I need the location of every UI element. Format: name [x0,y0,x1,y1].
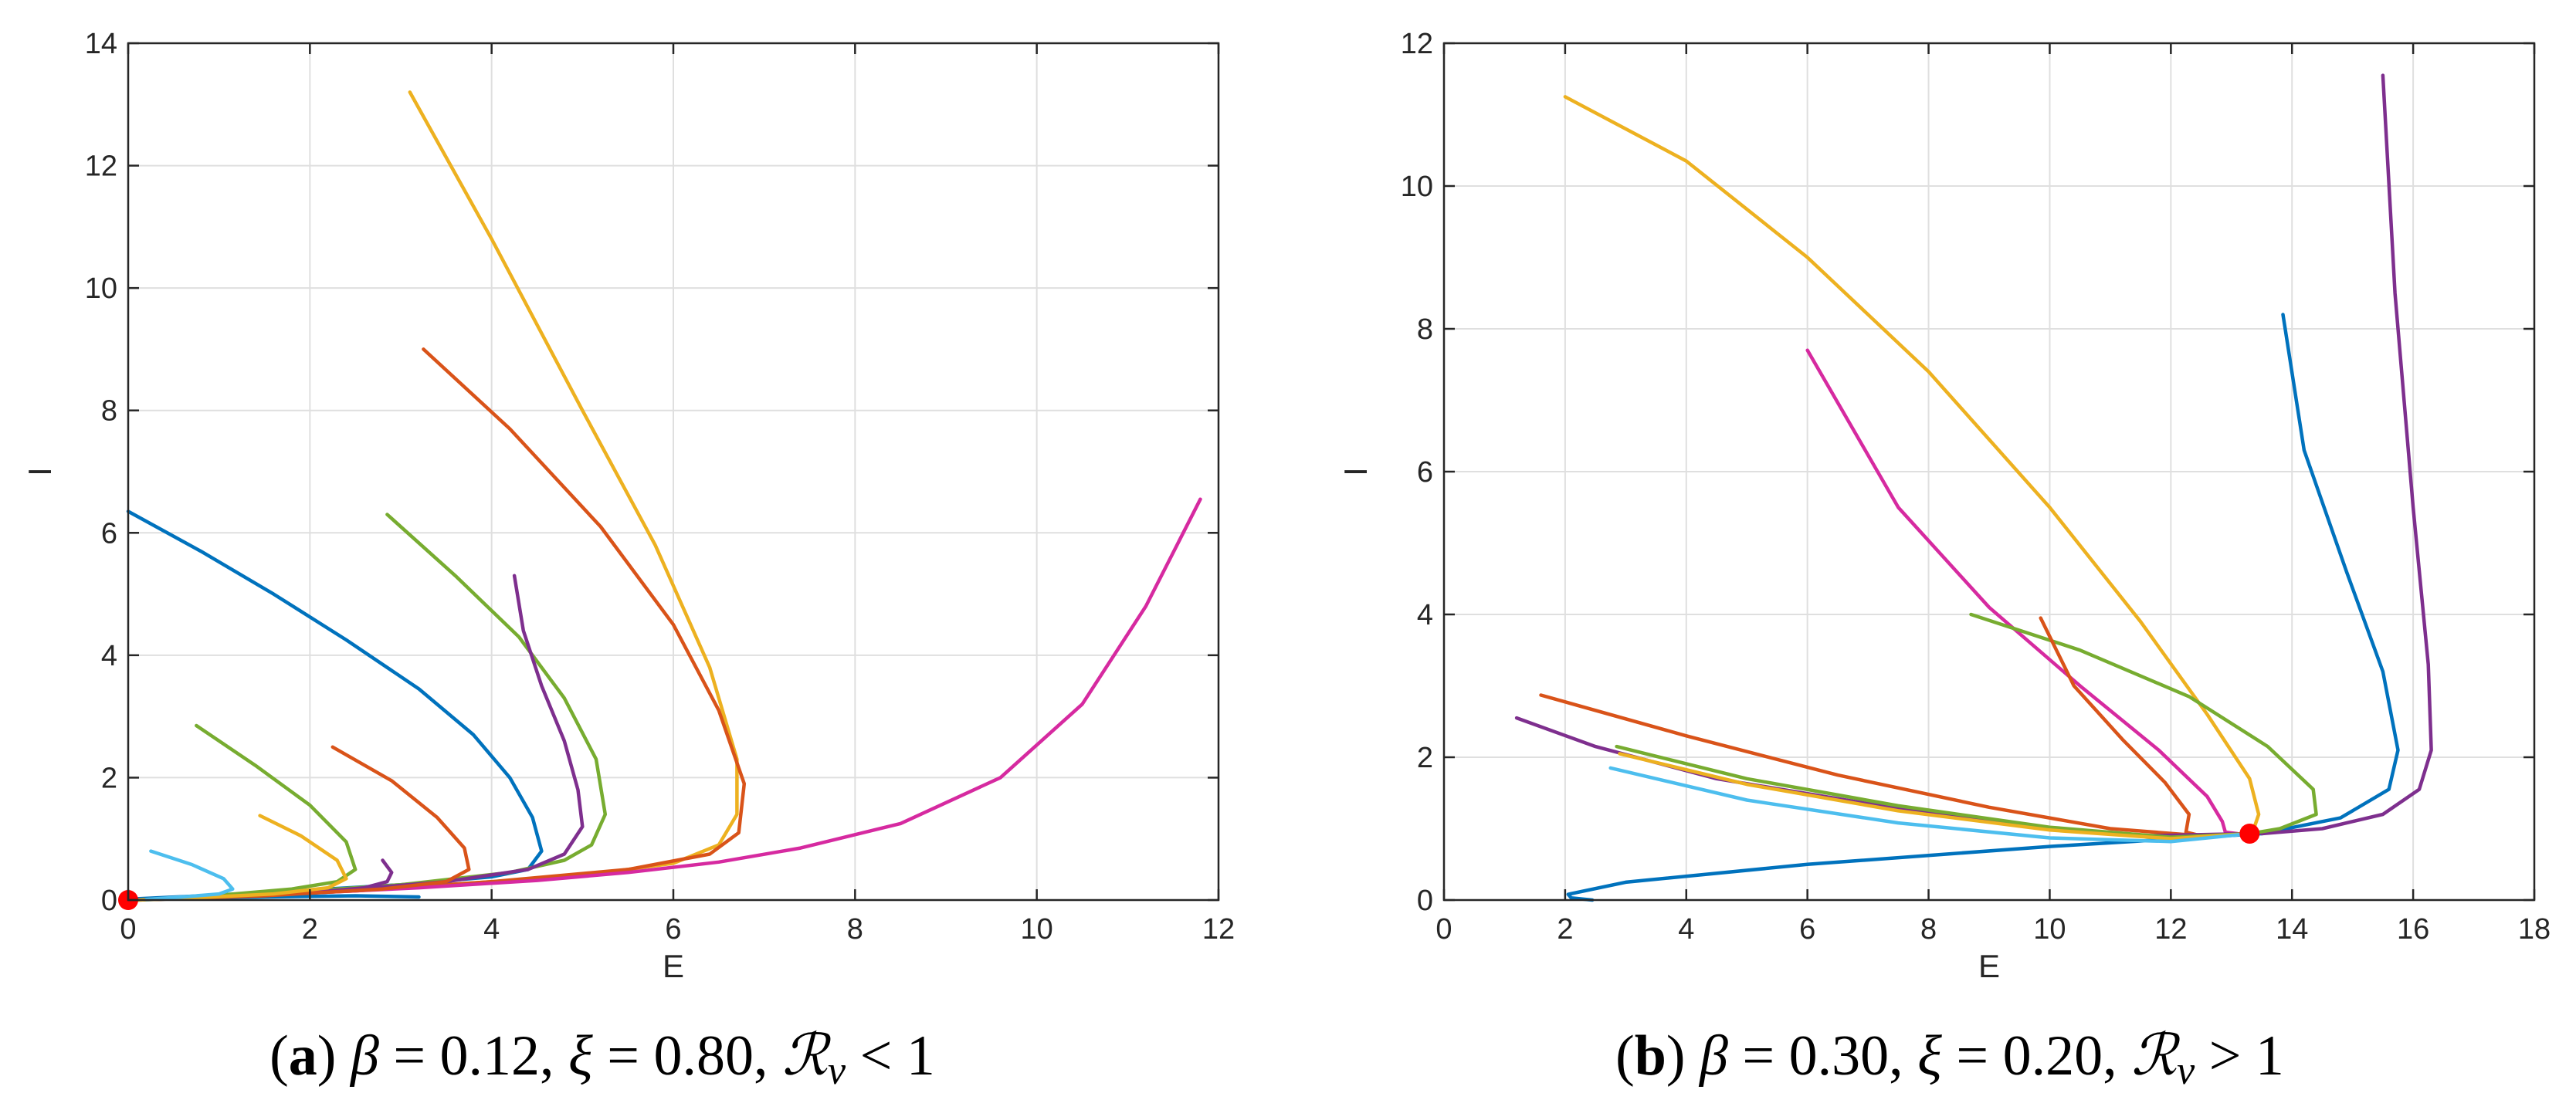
caption-b-r-sub: v [2177,1049,2195,1093]
x-tick-label-a-3: 6 [665,913,681,946]
caption-a-sep1: , [540,1024,568,1088]
y-tick-label-a-5: 10 [85,272,117,305]
series-line-b-1 [1563,95,2261,834]
caption-b-beta-symbol: β [1698,1024,1728,1088]
y-tick-label-a-0: 0 [101,885,117,917]
x-tick-label-b-3: 6 [1799,913,1815,946]
caption-b-beta-value: 0.30 [1789,1024,1890,1088]
y-tick-label-b-0: 0 [1417,885,1433,917]
caption-b-eq2: = [1942,1024,2003,1088]
caption-b-r-symbol: ℛ [2131,1024,2181,1088]
caption-a-sep2: , [754,1024,782,1088]
caption-b-space [2195,1024,2209,1088]
caption-a-eq1: = [379,1024,440,1088]
caption-a-r-sub: v [828,1049,846,1093]
x-tick-label-b-8: 16 [2397,913,2429,946]
caption-b-close: ) [1666,1024,1700,1088]
x-tick-label-a-5: 10 [1021,913,1053,946]
caption-b: (b) β = 0.30, ξ = 0.20, ℛv > 1 [1615,1024,2284,1093]
caption-a-space [846,1024,860,1088]
x-tick-label-a-4: 8 [847,913,863,946]
series-line-a-10 [154,745,471,902]
panel-b: 0 2 4 6 8 10 12 14 16 18 0 2 4 6 8 10 12 E I [1337,28,2551,984]
caption-b-relation: > 1 [2209,1024,2284,1088]
caption-b-xi-value: 0.20 [2003,1024,2103,1088]
y-tick-label-a-2: 4 [101,640,117,672]
y-tick-label-b-4: 8 [1417,313,1433,346]
series-line-b-11 [1608,766,2252,844]
y-tick-label-b-3: 6 [1417,456,1433,489]
x-tick-label-b-2: 4 [1678,913,1694,946]
x-tick-label-a-6: 12 [1202,913,1235,946]
y-tick-label-a-3: 6 [101,517,117,550]
y-tick-label-a-1: 2 [101,762,117,794]
caption-b-sep2: , [2103,1024,2131,1088]
y-tick-label-b-6: 12 [1401,28,1433,60]
x-axis-label-a: E [663,948,684,984]
panel-a: 0 2 4 6 8 10 12 0 2 4 6 8 10 12 14 E I [22,28,1235,984]
y-tick-label-b-2: 4 [1417,599,1433,631]
series-line-a-12 [144,849,235,902]
caption-a-letter: a [289,1024,317,1088]
series-line-b-2 [1805,348,2239,836]
x-tick-label-a-2: 4 [483,913,500,946]
caption-a-close: ) [317,1024,351,1088]
y-tick-label-a-7: 14 [85,28,117,60]
y-axis-label-b: I [1337,467,1374,476]
x-axis-label-b: E [1978,948,2000,984]
y-axis-label-a: I [22,467,58,476]
x-tick-label-b-7: 14 [2276,913,2308,946]
x-tick-label-b-5: 10 [2033,913,2066,946]
equilibrium-point-b [2239,823,2260,844]
caption-a-xi-symbol: ξ [568,1024,593,1088]
caption-a-beta-value: 0.12 [440,1024,541,1088]
caption-a: (a) β = 0.12, ξ = 0.80, ℛv < 1 [269,1024,935,1093]
caption-a-xi-value: 0.80 [653,1024,754,1088]
series-line-a-9 [144,723,358,902]
x-tick-label-a-0: 0 [120,913,136,946]
x-tick-label-b-6: 12 [2154,913,2187,946]
caption-b-letter: b [1635,1024,1666,1088]
x-tick-label-b-9: 18 [2518,913,2551,946]
series-line-a-11 [135,814,348,902]
caption-b-open: ( [1615,1024,1635,1088]
caption-a-beta-symbol: β [349,1024,379,1088]
x-tick-label-b-0: 0 [1435,913,1452,946]
x-tick-label-b-1: 2 [1557,913,1573,946]
series-line-b-3 [1566,313,2400,902]
y-tick-label-a-6: 12 [85,151,117,183]
caption-a-eq2: = [593,1024,654,1088]
y-tick-label-b-1: 2 [1417,742,1433,774]
x-tick-label-b-4: 8 [1920,913,1937,946]
y-tick-label-b-5: 10 [1401,171,1433,203]
caption-a-relation: < 1 [860,1024,935,1088]
caption-b-xi-symbol: ξ [1917,1024,1942,1088]
caption-a-open: ( [269,1024,289,1088]
caption-b-sep1: , [1889,1024,1917,1088]
caption-a-r-symbol: ℛ [782,1024,832,1088]
series-line-b-4 [2259,73,2433,836]
series-line-b-5 [1969,612,2318,836]
x-tick-label-a-1: 2 [302,913,318,946]
series-line-b-10 [1618,752,2252,841]
y-tick-label-a-4: 8 [101,395,117,428]
caption-b-eq1: = [1728,1024,1789,1088]
